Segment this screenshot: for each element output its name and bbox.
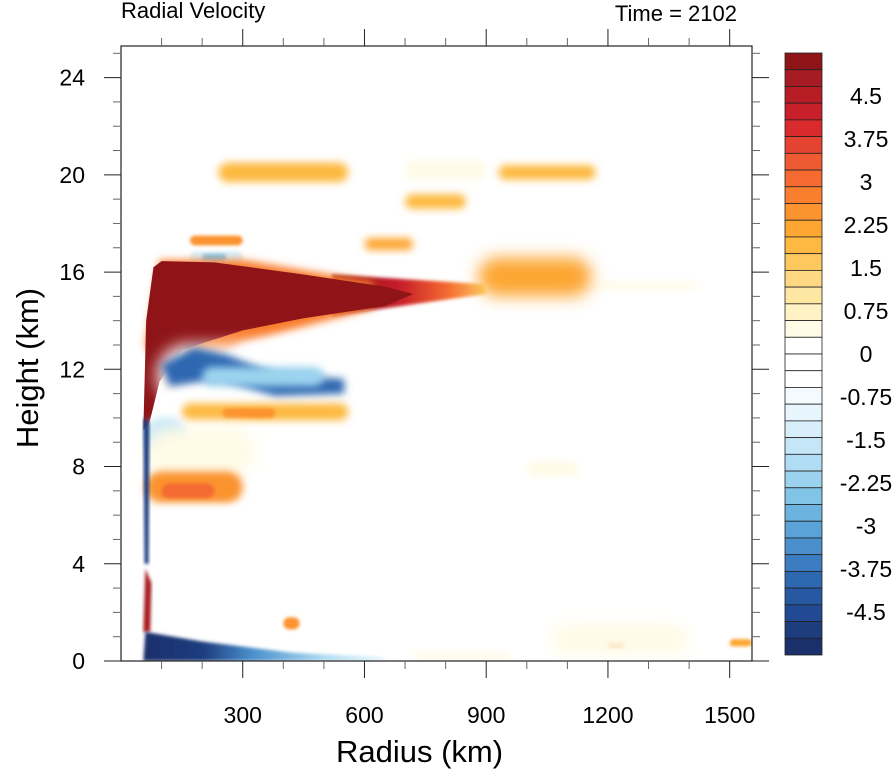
- colorbar-box: [784, 537, 823, 556]
- plot-frame: [120, 45, 753, 662]
- colorbar-box: [784, 370, 823, 388]
- feature-inflow-12km-core: [202, 366, 324, 387]
- colorbar-box: [784, 353, 823, 372]
- colorbar-box: [784, 69, 823, 87]
- colorbar-box: [784, 403, 823, 422]
- y-tick-label: 16: [59, 259, 85, 285]
- colorbar-box: [784, 320, 823, 338]
- colorbar-tick-label: -4.5: [846, 599, 886, 625]
- colorbar-box: [784, 420, 823, 439]
- colorbar-box: [784, 286, 823, 305]
- x-tick-label: 1500: [704, 702, 755, 728]
- feature-weak-inflow-6km: [157, 507, 284, 521]
- colorbar-box: [784, 604, 823, 622]
- colorbar-box: [784, 637, 823, 656]
- feature-boundary-layer-inflow: [143, 631, 385, 661]
- colorbar-tick-label: 1.5: [850, 255, 882, 281]
- colorbar-box: [784, 487, 823, 505]
- y-tick-label: 20: [59, 162, 85, 188]
- x-tick-label: 600: [345, 702, 383, 728]
- colorbar-tick-label: 2.25: [844, 212, 889, 238]
- colorbar-tick-label: 4.5: [850, 83, 882, 109]
- colorbar-box: [784, 336, 823, 355]
- y-tick-label: 24: [59, 65, 85, 91]
- x-axis-label: Radius (km): [336, 734, 504, 769]
- colorbar-box: [784, 152, 823, 171]
- y-tick-label: 12: [59, 356, 85, 382]
- colorbar-tick-label: -2.25: [840, 470, 892, 496]
- feature-weak-outflow-19km: [405, 194, 466, 209]
- feature-noise-outflow-3: [729, 639, 752, 647]
- colorbar-box: [784, 303, 823, 321]
- feature-weak-outflow-20km-east: [498, 165, 596, 180]
- plot-axes: 300 600 900 1200 1500 0 4 8 12 16 20 24: [59, 29, 769, 728]
- feature-outflow-low-level: [143, 568, 152, 632]
- feature-inflow-16-5km-core: [202, 253, 227, 262]
- colorbar-box: [784, 169, 823, 188]
- colorbar-box: [784, 520, 823, 539]
- feature-outflow-10km-core: [222, 408, 276, 418]
- colorbar-box: [784, 587, 823, 606]
- colorbar-box: [784, 470, 823, 489]
- colorbar-box: [784, 504, 823, 522]
- feature-weak-inflow-8km-east: [526, 461, 580, 477]
- colorbar-box: [784, 570, 823, 589]
- colorbar-tick-label: -3.75: [840, 556, 892, 582]
- feature-weak-inflow-15km-east: [595, 281, 698, 290]
- feature-noise-inflow-2: [413, 652, 511, 660]
- colorbar-box: [784, 269, 823, 288]
- colorbar-box: [784, 554, 823, 572]
- y-tick-label: 0: [72, 648, 85, 674]
- colorbar-box: [784, 52, 823, 71]
- chart-title: Radial Velocity: [121, 0, 266, 23]
- colorbar: 4.5 3.75 3 2.25 1.5 0.75 0 -0.75 -1.5 -2.25 -3 -3.7…: [784, 52, 892, 656]
- feature-outflow-7km-core: [161, 483, 215, 499]
- colorbar-box: [784, 253, 823, 271]
- colorbar-box: [784, 102, 823, 121]
- feature-weak-inflow-8-9km: [145, 427, 255, 477]
- feature-weak-inflow-20km: [405, 160, 487, 180]
- colorbar-tick-label: 0.75: [844, 298, 889, 324]
- feature-weak-inflow-18km-east: [506, 208, 690, 239]
- colorbar-box: [784, 119, 823, 138]
- feature-weak-inflow-18km: [242, 199, 406, 229]
- colorbar-tick-label: 3.75: [844, 126, 889, 152]
- x-tick-label: 300: [224, 702, 262, 728]
- colorbar-tick-label: 3: [860, 169, 873, 195]
- feature-noise-outflow-1: [283, 617, 300, 630]
- colorbar-tick-label: -0.75: [840, 384, 892, 410]
- colorbar-box: [784, 621, 823, 639]
- colorbar-box: [784, 203, 823, 221]
- x-tick-label: 900: [467, 702, 505, 728]
- feature-noise-inflow: [551, 624, 690, 654]
- y-tick-label: 4: [72, 551, 85, 577]
- colorbar-box: [784, 86, 823, 104]
- colorbar-box: [784, 437, 823, 455]
- colorbar-box: [784, 236, 823, 255]
- feature-weak-outflow-20km: [218, 162, 349, 183]
- colorbar-tick-label: -3: [856, 513, 876, 539]
- velocity-field: [121, 46, 752, 661]
- colorbar-box: [784, 136, 823, 154]
- colorbar-box: [784, 387, 823, 405]
- chart-subtitle-time: Time = 2102: [614, 1, 737, 26]
- y-tick-label: 8: [72, 454, 85, 480]
- feature-weak-outflow-15-16km: [478, 257, 592, 297]
- feature-outflow-17km-east: [364, 238, 414, 251]
- colorbar-box: [784, 219, 823, 238]
- colorbar-tick-label: 0: [860, 341, 873, 367]
- feature-outflow-jet-core: [143, 261, 414, 431]
- x-tick-label: 1200: [582, 702, 633, 728]
- colorbar-box: [784, 186, 823, 204]
- feature-inflow-column: [143, 417, 150, 564]
- colorbar-box: [784, 453, 823, 472]
- colorbar-tick-label: -1.5: [846, 427, 886, 453]
- feature-outflow-17km: [189, 235, 243, 246]
